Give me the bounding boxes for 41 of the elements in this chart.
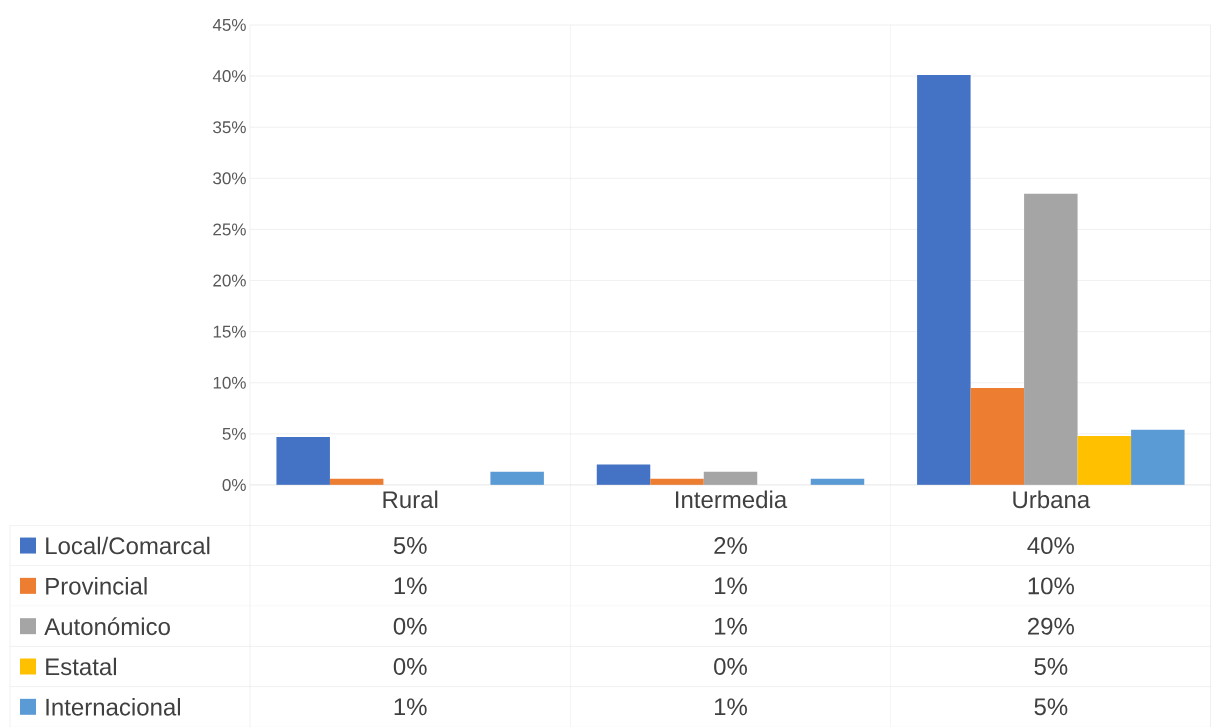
data-label: 0% bbox=[393, 658, 427, 675]
data-label: 0% bbox=[393, 617, 427, 635]
data-label: 5% bbox=[1034, 698, 1068, 716]
data-label: 1% bbox=[394, 577, 427, 595]
y-tick-label: 15% bbox=[213, 325, 246, 338]
data-label: 40% bbox=[1027, 537, 1074, 555]
data-label: 1% bbox=[715, 617, 747, 635]
data-label: 0% bbox=[714, 658, 747, 675]
x-tick-label: Urbana bbox=[1013, 490, 1091, 509]
data-label: 29% bbox=[1028, 617, 1074, 635]
data-label: 10% bbox=[1028, 577, 1074, 595]
legend-label: Provincial bbox=[46, 577, 147, 595]
data-label: 1% bbox=[394, 698, 427, 716]
bar bbox=[596, 464, 651, 485]
data-label: 5% bbox=[1034, 658, 1068, 675]
y-tick-label: 30% bbox=[213, 172, 246, 185]
data-label: 1% bbox=[715, 698, 747, 716]
bar bbox=[490, 471, 544, 485]
y-tick-label: 0% bbox=[222, 478, 246, 492]
y-tick-label: 35% bbox=[213, 121, 246, 134]
y-tick-label: 45% bbox=[212, 19, 246, 31]
x-tick-label: Rural bbox=[383, 490, 438, 509]
bar bbox=[917, 75, 971, 485]
bar bbox=[276, 436, 330, 485]
data-label: 5% bbox=[393, 537, 427, 554]
y-tick-label: 25% bbox=[213, 223, 246, 236]
y-tick-label: 10% bbox=[213, 376, 246, 389]
y-tick-label: 20% bbox=[213, 274, 246, 287]
data-label: 1% bbox=[715, 577, 747, 595]
bar bbox=[1077, 435, 1132, 485]
y-tick-label: 5% bbox=[222, 427, 246, 440]
legend-label: Local/Comarcal bbox=[46, 536, 210, 555]
bar bbox=[1131, 429, 1185, 485]
legend-label: Internacional bbox=[46, 698, 181, 716]
data-label: 2% bbox=[714, 537, 747, 554]
x-tick-label: Intermedia bbox=[676, 490, 788, 509]
legend-label: Estatal bbox=[46, 657, 116, 676]
y-tick-label: 40% bbox=[212, 70, 246, 83]
bar bbox=[970, 387, 1025, 485]
bar bbox=[1024, 193, 1078, 485]
legend-label: Autonómico bbox=[44, 617, 170, 636]
